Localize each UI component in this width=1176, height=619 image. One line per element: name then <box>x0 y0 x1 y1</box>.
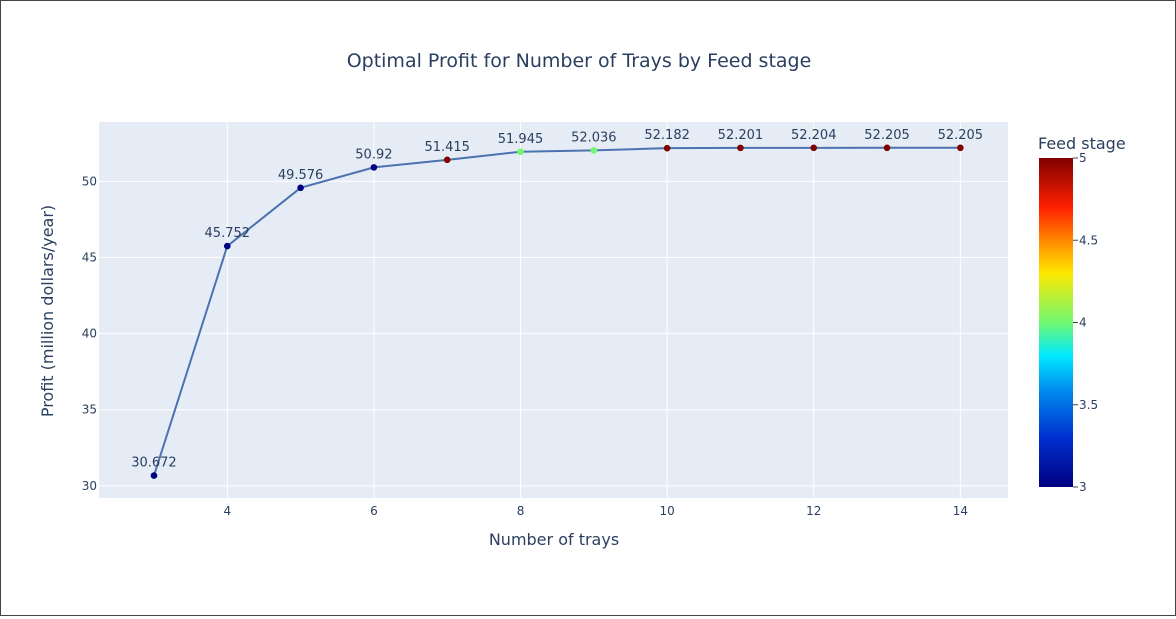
y-tick-label: 30 <box>82 479 97 493</box>
data-label: 45.752 <box>205 226 251 241</box>
data-point[interactable] <box>370 164 378 171</box>
data-point[interactable] <box>737 144 744 152</box>
data-label: 52.036 <box>571 130 617 145</box>
data-label: 52.205 <box>864 128 910 143</box>
data-point[interactable] <box>443 156 451 164</box>
data-label: 52.182 <box>644 128 690 143</box>
colorbar <box>1039 158 1073 487</box>
colorbar-tick-label: 3 <box>1079 480 1087 494</box>
x-tick-label: 14 <box>953 504 968 518</box>
x-tick-label: 8 <box>517 504 525 518</box>
data-point[interactable] <box>810 144 818 152</box>
data-label: 30.672 <box>131 456 177 471</box>
y-tick-label: 40 <box>82 327 97 341</box>
colorbar-tick-label: 3.5 <box>1079 398 1098 412</box>
grid-lines <box>99 122 1008 498</box>
colorbar-tick-label: 4.5 <box>1079 233 1098 247</box>
x-tick-label: 4 <box>223 504 231 518</box>
x-tick-label: 6 <box>370 504 378 518</box>
y-axis-ticks: 30 35 40 45 50 <box>82 174 97 492</box>
y-tick-label: 50 <box>82 174 97 188</box>
data-label: 52.201 <box>718 128 764 143</box>
y-axis-label: Profit (million dollars/year) <box>38 205 57 417</box>
x-axis-label: Number of trays <box>489 530 619 549</box>
data-point[interactable] <box>957 144 964 152</box>
data-point[interactable] <box>297 184 304 192</box>
colorbar-title: Feed stage <box>1038 134 1126 153</box>
data-label: 51.415 <box>424 140 470 155</box>
data-point[interactable] <box>663 144 671 152</box>
x-tick-label: 10 <box>659 504 674 518</box>
y-tick-label: 35 <box>82 403 97 417</box>
data-labels: 30.672 45.752 49.576 50.92 51.415 51.945 52.03… <box>131 128 983 471</box>
data-markers <box>150 144 964 479</box>
colorbar-tick-label: 4 <box>1079 316 1087 330</box>
chart-title: Optimal Profit for Number of Trays by Fe… <box>347 50 812 72</box>
y-tick-label: 45 <box>82 250 97 264</box>
data-point[interactable] <box>517 148 524 156</box>
data-point[interactable] <box>150 472 158 479</box>
x-axis-ticks: 4 6 8 10 12 14 <box>223 504 968 518</box>
data-label: 49.576 <box>278 168 324 183</box>
data-label: 52.204 <box>791 128 837 143</box>
data-point[interactable] <box>223 242 231 250</box>
data-label: 51.945 <box>498 132 544 147</box>
plot-area <box>99 122 1008 498</box>
series-line <box>153 146 961 476</box>
data-label: 52.205 <box>938 128 984 143</box>
data-label: 50.92 <box>355 147 392 162</box>
data-point[interactable] <box>590 147 598 154</box>
colorbar-tick-label: 5 <box>1079 151 1087 165</box>
x-tick-label: 12 <box>806 504 821 518</box>
colorbar-ticks: 3 3.5 4 4.5 5 <box>1073 151 1098 494</box>
data-point[interactable] <box>883 144 891 152</box>
